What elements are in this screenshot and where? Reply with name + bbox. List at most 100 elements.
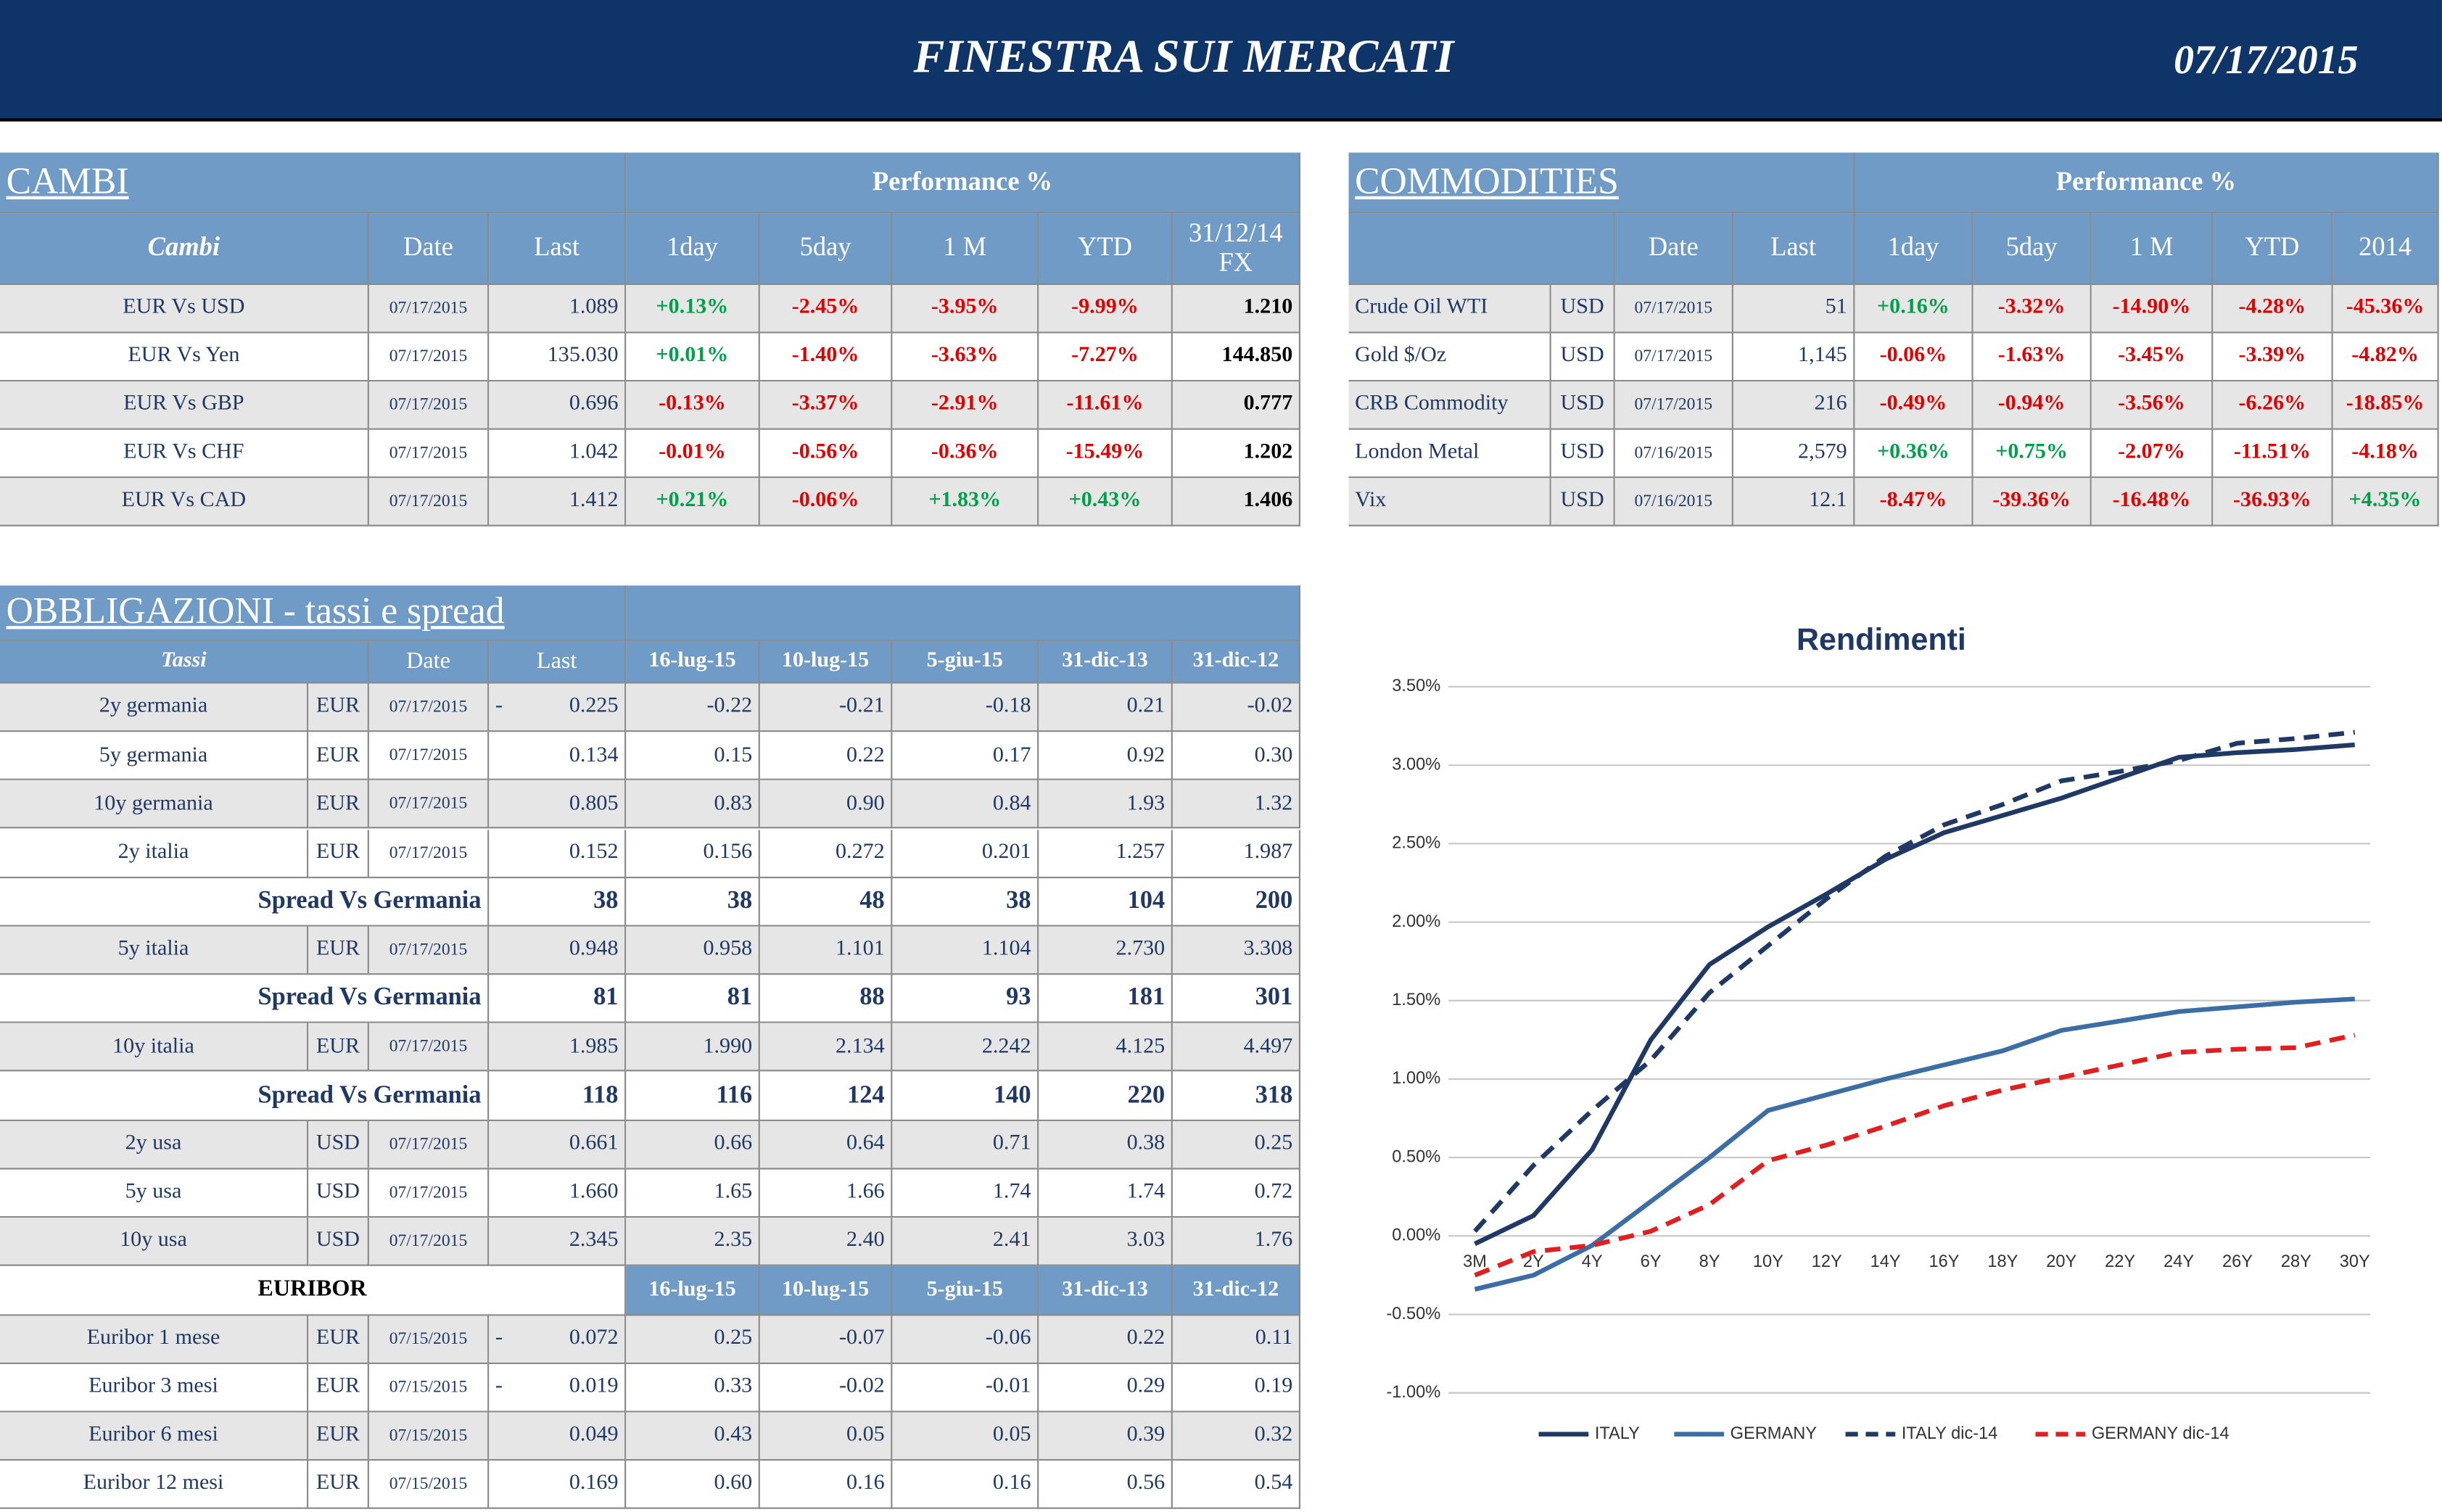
date: 07/15/2015	[368, 1412, 490, 1461]
table-cell: 07/17/2015	[368, 429, 490, 479]
y-tick-label: 0.00%	[1392, 1226, 1440, 1245]
value: 0.66	[626, 1120, 760, 1169]
y-tick-label: 1.00%	[1392, 1069, 1440, 1088]
table-cell: 07/17/2015	[1614, 333, 1733, 382]
table-cell: 07/16/2015	[1614, 478, 1733, 526]
last-value: 0.049	[489, 1412, 627, 1461]
table-cell: -2.07%	[2091, 429, 2214, 479]
y-tick-label: 1.50%	[1392, 991, 1440, 1009]
currency: EUR	[308, 1412, 369, 1461]
table-cell: -4.28%	[2213, 284, 2333, 334]
table-cell: London Metal	[1348, 429, 1551, 479]
x-tick-label: 8Y	[1699, 1252, 1720, 1271]
value: 0.19	[1172, 1364, 1300, 1413]
table-cell: -3.45%	[2091, 333, 2214, 382]
value: 0.43	[626, 1412, 760, 1461]
spread-value: 48	[759, 877, 893, 927]
row-name: Euribor 3 mesi	[0, 1364, 309, 1413]
table-cell: EUR Vs USD	[0, 284, 369, 334]
column-header: Date	[368, 641, 490, 684]
date: 07/15/2015	[368, 1461, 490, 1509]
table-cell: -0.06%	[759, 478, 893, 526]
date: 07/17/2015	[368, 926, 490, 975]
table-cell: EUR Vs Yen	[0, 333, 369, 382]
table-cell: -9.99%	[1039, 284, 1173, 334]
table-cell: -0.01%	[626, 429, 760, 479]
series-line	[1474, 1033, 2356, 1278]
table-cell: -14.90%	[2091, 284, 2214, 334]
value: 0.272	[759, 829, 893, 878]
y-tick-label: 0.50%	[1392, 1147, 1440, 1166]
table-cell: -16.48%	[2091, 478, 2214, 526]
value: 1.66	[759, 1168, 893, 1218]
table-cell: 07/17/2015	[368, 478, 490, 526]
column-header: YTD	[1039, 213, 1173, 285]
value: 4.497	[1172, 1023, 1300, 1073]
spread-value: 140	[892, 1072, 1039, 1121]
row-name: 10y usa	[0, 1217, 309, 1266]
y-tick-label: 2.50%	[1392, 834, 1440, 853]
table-cell: -0.56%	[759, 429, 893, 479]
table-cell: -0.94%	[1973, 381, 2092, 430]
last-value: 1.985	[489, 1023, 627, 1073]
table-cell: -11.51%	[2213, 429, 2333, 479]
value: 0.30	[1172, 732, 1300, 781]
spread-value: 88	[759, 975, 893, 1024]
value: 0.15	[626, 732, 760, 781]
series-line	[1473, 730, 2356, 1234]
table-cell: -0.13%	[626, 381, 760, 430]
row-name: 5y germania	[0, 732, 309, 781]
column-header: 2014	[2332, 213, 2439, 285]
value: 0.60	[626, 1461, 760, 1509]
column-header: 31-dic-13	[1039, 1265, 1173, 1316]
column-header: Date	[1614, 213, 1733, 285]
currency: EUR	[308, 683, 369, 732]
column-header: Last	[1733, 213, 1855, 285]
row-name: 2y italia	[0, 829, 309, 878]
table-cell: 07/17/2015	[1614, 284, 1733, 334]
table-cell: -3.32%	[1973, 284, 2092, 334]
last-value: 2.345	[489, 1217, 627, 1266]
spread-value: 200	[1172, 877, 1300, 927]
dash: -	[495, 1327, 503, 1351]
x-tick-label: 14Y	[1870, 1252, 1901, 1271]
value: 1.101	[759, 926, 893, 975]
row-name: 2y germania	[0, 683, 309, 732]
value: 3.03	[1039, 1217, 1173, 1266]
table-cell: +0.43%	[1039, 478, 1173, 526]
x-tick-label: 4Y	[1582, 1252, 1603, 1271]
table-cell: 1.202	[1172, 429, 1300, 479]
value: 0.16	[892, 1461, 1039, 1509]
value: 2.41	[892, 1217, 1039, 1266]
date: 07/17/2015	[368, 683, 490, 732]
value: -0.21	[759, 683, 893, 732]
legend-label: ITALY	[1595, 1424, 1640, 1443]
last-value: 0.072-	[489, 1315, 627, 1365]
page-title: FINESTRA SUI MERCATI	[913, 30, 1454, 83]
currency: EUR	[308, 1023, 369, 1073]
table-cell: +0.21%	[626, 478, 760, 526]
value: 1.257	[1039, 829, 1173, 878]
value: 0.22	[1039, 1315, 1173, 1365]
table-cell: -3.63%	[892, 333, 1039, 382]
table-cell: EUR Vs CAD	[0, 478, 369, 526]
x-tick-label: 26Y	[2222, 1252, 2253, 1271]
value: 0.958	[626, 926, 760, 975]
table-cell: 07/17/2015	[368, 284, 490, 334]
chart-title: Rendimenti	[1797, 622, 1966, 657]
spread-label: Spread Vs Germania	[0, 877, 490, 927]
column-header	[1348, 213, 1615, 285]
table-cell: -4.18%	[2332, 429, 2439, 479]
y-tick-label: -0.50%	[1386, 1305, 1440, 1323]
y-tick-label: -1.00%	[1386, 1383, 1440, 1402]
series-line	[1474, 996, 2355, 1292]
table-cell: -0.49%	[1855, 381, 1973, 430]
row-name: 5y usa	[0, 1168, 309, 1218]
x-tick-label: 20Y	[2046, 1252, 2076, 1271]
table-cell: 51	[1733, 284, 1855, 334]
column-header: 1 M	[2091, 213, 2214, 285]
table-cell: 1.406	[1172, 478, 1300, 526]
last-value: 0.169	[489, 1461, 627, 1509]
value: -0.22	[626, 683, 760, 732]
